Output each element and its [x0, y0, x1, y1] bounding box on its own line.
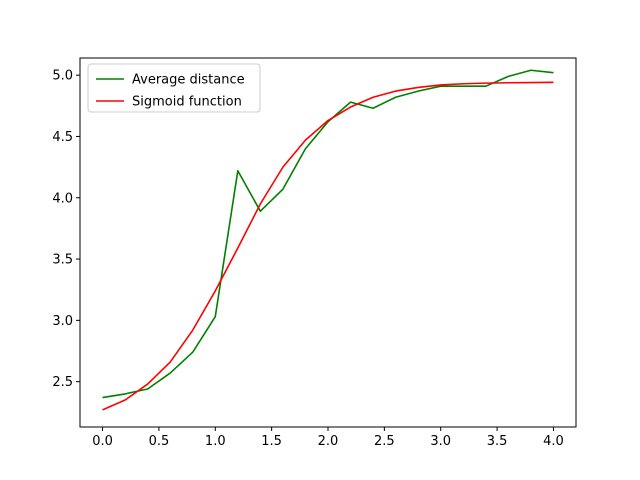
- series-layer: [102, 69, 554, 411]
- x-tick-label: 0.5: [149, 434, 170, 449]
- y-tick-label: 3.0: [52, 314, 73, 329]
- x-tick-label: 4.0: [543, 434, 564, 449]
- legend: Average distance Sigmoid function: [87, 63, 261, 113]
- y-tick-label: 2.5: [52, 375, 73, 390]
- x-tick-label: 2.5: [374, 434, 395, 449]
- legend-label: Average distance: [132, 73, 245, 88]
- x-tick-label: 1.5: [261, 434, 282, 449]
- x-tick-label: 2.0: [318, 434, 339, 449]
- y-tick-label: 3.5: [52, 253, 73, 268]
- x-axis: 0.0 0.5 1.0 1.5 2.0 2.5 3.0 3.5 4.0: [92, 427, 564, 449]
- x-tick-label: 0.0: [92, 434, 113, 449]
- y-tick-label: 4.5: [52, 130, 73, 145]
- legend-label: Sigmoid function: [132, 95, 242, 110]
- y-tick-label: 4.0: [52, 191, 73, 206]
- x-tick-label: 1.0: [205, 434, 226, 449]
- series-line-sigmoid-function: [102, 81, 554, 411]
- y-axis: 2.5 3.0 3.5 4.0 4.5 5.0: [52, 69, 80, 390]
- x-tick-label: 3.5: [487, 434, 508, 449]
- series-line-average-distance: [102, 69, 554, 399]
- legend-box: [87, 63, 261, 113]
- y-tick-label: 5.0: [52, 69, 73, 84]
- x-tick-label: 3.0: [430, 434, 451, 449]
